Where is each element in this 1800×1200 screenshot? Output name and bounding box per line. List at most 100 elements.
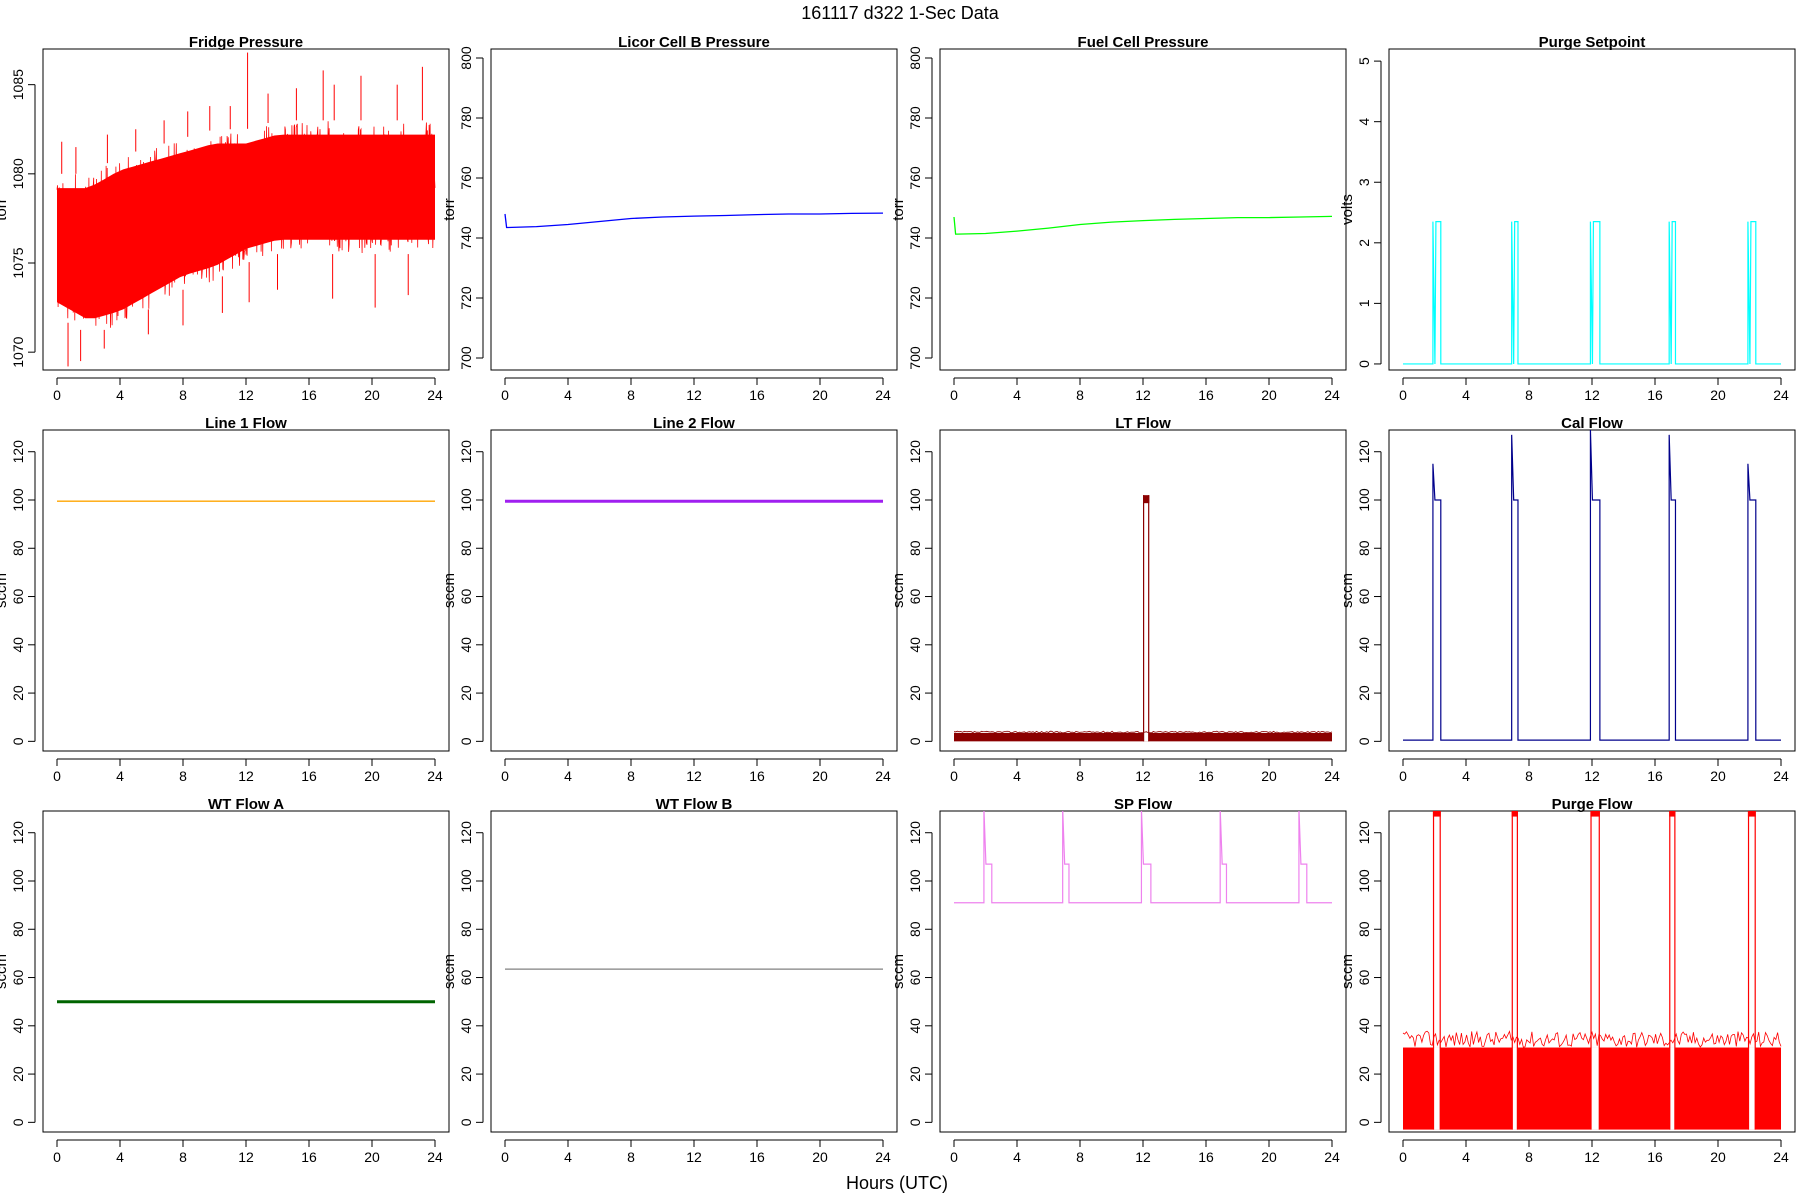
y-tick-label: 720	[907, 286, 923, 310]
y-tick-label: 0	[458, 737, 474, 745]
chart-panel: Line 2 Flow sccm 0 4 8 12 16 20 24 0 20 40 60 80 100 12…	[441, 415, 898, 784]
y-tick-label: 100	[10, 488, 26, 512]
figure-title: 161117 d322 1-Sec Data	[801, 3, 999, 23]
y-tick-label: 100	[458, 869, 474, 893]
x-tick-label: 4	[1462, 1149, 1470, 1165]
pulse-left-edge	[1511, 811, 1513, 1130]
x-tick-label: 4	[1462, 387, 1470, 403]
y-tick-label: 60	[907, 589, 923, 605]
y-tick-label: 60	[10, 970, 26, 986]
x-tick-label: 8	[179, 768, 187, 784]
y-tick-label: 80	[907, 921, 923, 937]
x-tick-label: 8	[1525, 1149, 1533, 1165]
pulse-right-edge	[1754, 811, 1756, 1130]
x-tick-label: 4	[1013, 1149, 1021, 1165]
y-tick-label: 720	[458, 286, 474, 310]
x-tick-label: 24	[1324, 1149, 1340, 1165]
y-tick-label: 20	[10, 1066, 26, 1082]
x-tick-label: 20	[364, 387, 380, 403]
y-tick-label: 760	[907, 166, 923, 190]
y-axis-label: torr	[890, 198, 907, 221]
x-tick-label: 12	[686, 387, 702, 403]
x-tick-label: 16	[1647, 1149, 1663, 1165]
y-tick-label: 120	[458, 440, 474, 464]
y-tick-label: 80	[458, 540, 474, 556]
pulse-gap	[1434, 1047, 1440, 1130]
y-axis-label: torr	[0, 198, 10, 221]
y-tick-label: 800	[907, 46, 923, 70]
y-axis: 0 20 40 60 80 100 120	[10, 821, 36, 1126]
y-tick-label: 120	[458, 821, 474, 845]
y-tick-label: 60	[10, 589, 26, 605]
y-tick-label: 80	[1356, 921, 1372, 937]
x-axis: 0 4 8 12 16 20 24	[1399, 1139, 1789, 1165]
plot-frame	[939, 429, 1347, 752]
pulse-left-edge	[1143, 495, 1145, 742]
x-axis: 0 4 8 12 16 20 24	[53, 758, 443, 784]
y-tick-label: 60	[907, 970, 923, 986]
y-tick-label: 760	[458, 166, 474, 190]
x-tick-label: 4	[1013, 768, 1021, 784]
y-axis-label: sccm	[1339, 573, 1356, 608]
series-line	[1403, 221, 1781, 365]
x-tick-label: 16	[1647, 768, 1663, 784]
plot-frame	[1388, 48, 1796, 371]
x-tick-label: 4	[116, 1149, 124, 1165]
x-tick-label: 8	[1076, 387, 1084, 403]
x-tick-label: 16	[749, 387, 765, 403]
y-tick-label: 1	[1356, 299, 1372, 307]
x-tick-label: 0	[1399, 768, 1407, 784]
x-tick-label: 16	[1198, 768, 1214, 784]
x-tick-label: 20	[364, 768, 380, 784]
y-tick-label: 0	[458, 1118, 474, 1126]
x-tick-label: 0	[501, 387, 509, 403]
series-line	[953, 215, 1333, 235]
x-axis: 0 4 8 12 16 20 24	[53, 1139, 443, 1165]
x-tick-label: 0	[950, 387, 958, 403]
x-tick-label: 8	[179, 387, 187, 403]
y-tick-label: 1080	[10, 158, 26, 189]
y-tick-label: 80	[10, 540, 26, 556]
x-tick-label: 8	[1525, 387, 1533, 403]
y-tick-label: 60	[458, 970, 474, 986]
chart-panel: SP Flow sccm 0 4 8 12 16 20 24 0 20 40 60 80 100 120	[890, 796, 1347, 1165]
x-tick-label: 8	[627, 768, 635, 784]
y-tick-label: 100	[1356, 869, 1372, 893]
x-tick-label: 24	[1773, 768, 1789, 784]
pulse-right-edge	[1516, 811, 1518, 1130]
x-tick-label: 20	[1710, 768, 1726, 784]
x-tick-label: 20	[1710, 387, 1726, 403]
plot-frame	[42, 810, 450, 1133]
y-tick-label: 20	[1356, 685, 1372, 701]
y-tick-label: 0	[10, 1118, 26, 1126]
y-tick-label: 60	[1356, 589, 1372, 605]
y-tick-label: 60	[1356, 970, 1372, 986]
y-tick-label: 0	[1356, 1118, 1372, 1126]
x-tick-label: 20	[1261, 1149, 1277, 1165]
x-tick-label: 12	[1135, 768, 1151, 784]
x-tick-label: 12	[1135, 387, 1151, 403]
y-axis-label: volts	[1339, 194, 1356, 225]
series-group	[1403, 221, 1781, 365]
y-tick-label: 700	[458, 346, 474, 370]
chart-panel: Line 1 Flow sccm 0 4 8 12 16 20 24 0 20 40 60 80 100 12…	[0, 415, 450, 784]
x-tick-label: 16	[301, 1149, 317, 1165]
pulse-gap	[1591, 1047, 1599, 1130]
y-tick-label: 740	[458, 226, 474, 250]
y-tick-label: 1070	[10, 336, 26, 367]
x-tick-label: 20	[812, 1149, 828, 1165]
x-tick-label: 24	[875, 387, 891, 403]
y-tick-label: 0	[907, 737, 923, 745]
x-tick-label: 16	[1647, 387, 1663, 403]
series-line	[504, 212, 884, 229]
series-group	[954, 811, 1332, 904]
series-group	[504, 212, 884, 229]
x-tick-label: 24	[875, 768, 891, 784]
x-tick-label: 0	[950, 768, 958, 784]
x-tick-label: 4	[564, 1149, 572, 1165]
plot-frame	[490, 429, 898, 752]
y-axis: 0 20 40 60 80 100 120	[458, 440, 484, 745]
series-line	[1403, 430, 1781, 741]
y-tick-label: 1075	[10, 247, 26, 278]
pulse-top	[1432, 811, 1441, 817]
